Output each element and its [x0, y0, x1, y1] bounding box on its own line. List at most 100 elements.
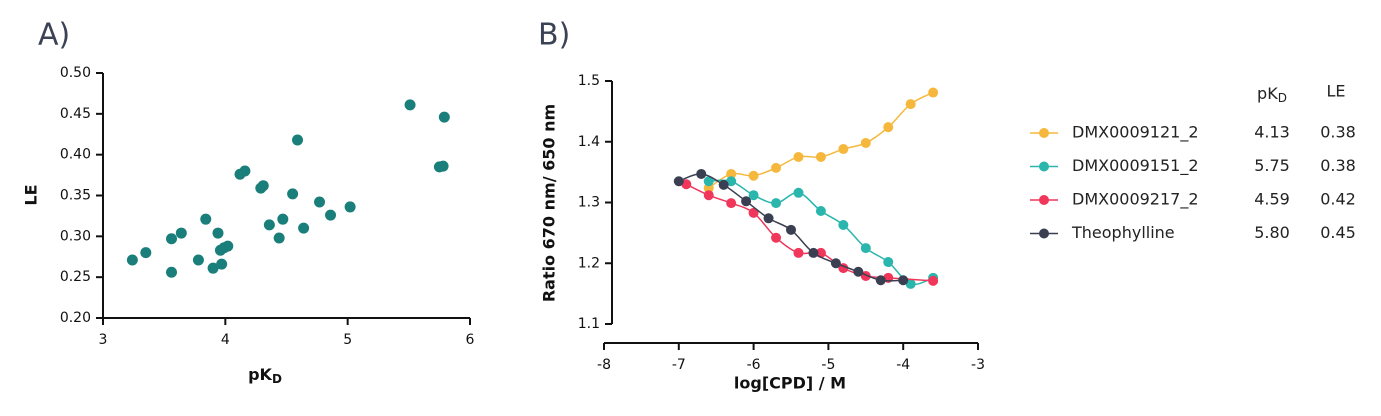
point — [853, 266, 864, 277]
x-axis-label: log[CPD] / M — [734, 374, 846, 393]
y-tick-label: 1.4 — [578, 134, 600, 150]
x-tick-label: -8 — [597, 357, 611, 373]
point — [344, 201, 356, 213]
legend-name: DMX0009151_2 — [1072, 156, 1199, 176]
point — [438, 111, 450, 123]
x-tick-label: -5 — [821, 357, 835, 373]
point — [292, 134, 304, 146]
point — [126, 254, 138, 266]
point — [703, 190, 714, 201]
point — [287, 188, 299, 200]
point — [200, 213, 212, 225]
point — [192, 254, 204, 266]
legend-pkd: 5.80 — [1254, 223, 1290, 242]
point — [216, 258, 228, 270]
fit-curve — [685, 183, 934, 282]
y-tick-label: 0.45 — [60, 106, 91, 122]
legend-header-text: pK — [1257, 84, 1278, 103]
legend-marker — [1039, 228, 1049, 239]
point — [793, 247, 804, 258]
point — [140, 247, 152, 259]
y-tick-label: 1.3 — [578, 195, 600, 211]
point — [748, 190, 759, 201]
y-tick-label: 0.25 — [60, 269, 91, 285]
x-tick-label: 6 — [466, 332, 475, 348]
point — [875, 275, 886, 286]
point — [681, 179, 692, 190]
point — [815, 151, 826, 162]
point — [748, 207, 759, 218]
y-tick-label: 1.2 — [578, 255, 600, 271]
legend-le: 0.45 — [1320, 223, 1356, 242]
point — [718, 179, 729, 190]
point — [860, 137, 871, 148]
y-tick-label: 0.35 — [60, 188, 91, 204]
x-tick-label: 4 — [221, 332, 230, 348]
legend-header-sub: D — [1278, 91, 1287, 105]
x-tick-label: -7 — [672, 357, 686, 373]
point — [437, 160, 449, 172]
point — [763, 213, 774, 224]
point — [838, 144, 849, 155]
point — [325, 209, 337, 221]
legend-pkd: 4.13 — [1254, 123, 1290, 142]
point — [207, 262, 219, 274]
legend-le: 0.42 — [1320, 190, 1356, 209]
legend-name: DMX0009217_2 — [1072, 190, 1199, 210]
point — [928, 87, 939, 98]
y-axis-label: LE — [22, 184, 41, 205]
legend-pkd: 5.75 — [1254, 156, 1290, 175]
point — [830, 258, 841, 269]
point — [883, 257, 894, 268]
y-tick-label: 0.30 — [60, 228, 91, 244]
point — [793, 151, 804, 162]
x-tick-label: -6 — [747, 357, 761, 373]
point — [696, 168, 707, 179]
point — [673, 176, 684, 187]
fit-curve — [708, 91, 934, 189]
point — [212, 227, 224, 239]
y-tick-label: 0.40 — [60, 147, 91, 163]
x-axis-label: pKD — [248, 365, 282, 386]
point — [257, 180, 269, 192]
point — [928, 275, 939, 286]
y-tick-label: 1.5 — [578, 73, 600, 89]
point — [905, 99, 916, 110]
x-tick-label: 5 — [343, 332, 352, 348]
legend-marker — [1039, 195, 1049, 205]
y-tick-label: 0.50 — [60, 65, 91, 81]
point — [263, 219, 275, 231]
point — [905, 278, 916, 289]
point — [726, 168, 737, 179]
point — [860, 243, 871, 254]
fit-curve — [708, 179, 934, 286]
x-axis-label-text: pK — [248, 365, 272, 384]
point — [898, 275, 909, 286]
point — [277, 213, 289, 225]
point — [786, 224, 796, 235]
point — [166, 266, 178, 278]
point — [815, 206, 826, 217]
legend-pkd: 4.59 — [1254, 190, 1290, 209]
point — [726, 198, 737, 209]
legend-header: pKD — [1257, 84, 1287, 105]
point — [793, 187, 804, 198]
point — [726, 176, 737, 187]
legend-marker — [1039, 128, 1049, 138]
point — [239, 165, 251, 177]
point — [771, 232, 782, 243]
x-tick-label: 3 — [99, 332, 108, 348]
point — [273, 232, 285, 244]
point — [771, 162, 782, 173]
point — [222, 240, 234, 252]
y-tick-label: 0.20 — [60, 310, 91, 326]
y-tick-label: 1.1 — [578, 316, 600, 332]
y-axis-label: Ratio 670 nm/ 650 nm — [540, 104, 559, 302]
point — [741, 196, 752, 207]
point — [748, 170, 759, 181]
x-axis-label-sub: D — [272, 372, 282, 386]
point — [166, 233, 178, 245]
legend-le: 0.38 — [1320, 156, 1356, 175]
x-tick-label: -4 — [896, 357, 910, 373]
